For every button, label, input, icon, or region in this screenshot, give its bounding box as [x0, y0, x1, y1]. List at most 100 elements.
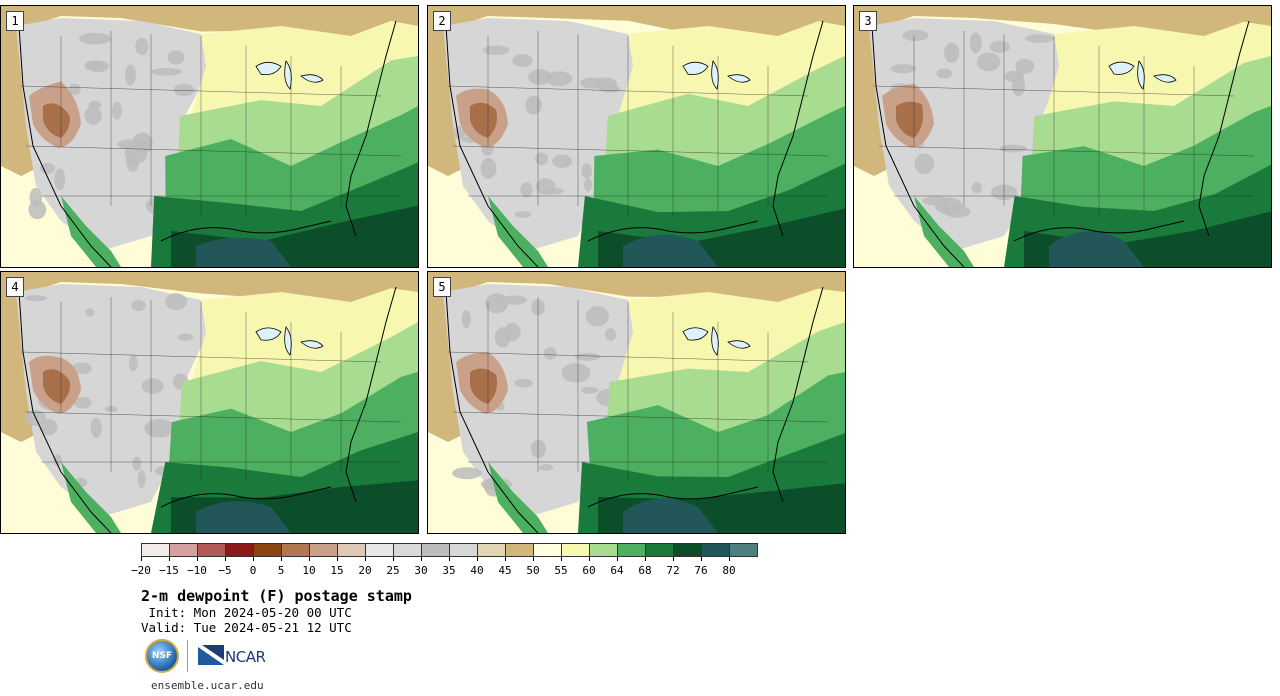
dry-patch — [914, 153, 935, 174]
colorbar-tick-mark — [701, 557, 702, 561]
canada-region — [428, 6, 845, 46]
east-coastline — [772, 20, 824, 237]
east-coastline — [772, 286, 824, 503]
dry-patch — [584, 178, 593, 192]
colorbar-swatch — [225, 543, 254, 557]
dry-patch — [512, 54, 533, 67]
dry-patch — [525, 95, 542, 115]
colorbar-swatch — [645, 543, 674, 557]
dry-patch — [890, 64, 917, 74]
dry-patch — [453, 126, 466, 140]
ncar-logo-mark — [198, 645, 224, 665]
dry-patch — [581, 386, 599, 394]
colorbar-tick-mark — [197, 557, 198, 561]
dry-patch — [150, 67, 183, 76]
dry-patch — [112, 101, 122, 120]
dry-patch — [976, 52, 1001, 72]
dry-patch — [494, 327, 511, 348]
colorbar-tick-mark — [169, 557, 170, 561]
great-basin-dry-core — [896, 101, 923, 138]
colorbar-tick-label: 76 — [694, 564, 708, 577]
colorbar-swatch — [281, 543, 310, 557]
gulf-coastline — [1013, 220, 1185, 242]
dewpoint-map — [428, 6, 845, 267]
dry-patch — [944, 205, 971, 218]
dry-patch — [520, 182, 533, 198]
colorbar-tick-label: 10 — [302, 564, 316, 577]
colorbar-swatch — [617, 543, 646, 557]
dry-patch — [84, 106, 102, 126]
colorbar-tick-mark — [505, 557, 506, 561]
dry-patch — [135, 37, 149, 56]
panel-member-label: 5 — [433, 277, 451, 297]
init-time: Init: Mon 2024-05-20 00 UTC — [141, 605, 352, 620]
dry-patch — [543, 347, 557, 360]
gulf-coastline — [587, 220, 759, 242]
gulf-coastline — [160, 220, 332, 242]
dry-patch — [90, 417, 102, 439]
dry-patch — [500, 295, 528, 305]
mexico-coast-humid — [61, 196, 121, 267]
colorbar-tick-label: −20 — [131, 564, 151, 577]
dry-patch — [178, 333, 194, 341]
great-basin-dry-core — [43, 369, 70, 404]
dry-patch — [902, 29, 929, 42]
dry-patch — [989, 40, 1010, 53]
dry-patch — [39, 418, 58, 436]
colorbar-tick-mark — [253, 557, 254, 561]
dewpoint-map — [1, 272, 418, 533]
ensemble-member-panel-2: 2 — [427, 5, 846, 268]
ensemble-member-panel-4: 4 — [0, 271, 419, 534]
state-boundary — [25, 411, 402, 423]
colorbar-tick-mark — [225, 557, 226, 561]
dry-patch — [1012, 76, 1026, 97]
logo-divider — [187, 640, 188, 672]
site-url: ensemble.ucar.edu — [151, 679, 264, 692]
dry-patch — [530, 439, 547, 459]
colorbar-tick-label: 35 — [442, 564, 456, 577]
dry-patch — [124, 144, 148, 164]
colorbar-tick-label: 68 — [638, 564, 652, 577]
west-coastline — [445, 25, 539, 267]
dry-patch — [125, 64, 136, 86]
colorbar-tick-label: 64 — [610, 564, 624, 577]
colorbar-swatch — [253, 543, 282, 557]
ensemble-member-panel-5: 5 — [427, 271, 846, 534]
dry-patch — [53, 454, 62, 467]
west-coastline — [18, 25, 112, 267]
dry-patch — [480, 157, 497, 179]
dry-patch — [1024, 34, 1055, 43]
dry-patch — [54, 168, 66, 191]
dry-patch — [88, 100, 102, 110]
dry-patch — [944, 42, 960, 63]
panel-member-label: 2 — [433, 11, 451, 31]
dry-patch — [535, 152, 549, 166]
mexico-coast-humid — [61, 462, 121, 533]
colorbar-swatch — [365, 543, 394, 557]
great-basin-dry-core — [43, 103, 70, 138]
state-boundary — [452, 145, 829, 157]
dry-patch — [87, 60, 109, 73]
dry-patch — [999, 144, 1027, 153]
colorbar-tick-mark — [589, 557, 590, 561]
nsf-logo: NSF — [145, 639, 179, 673]
mexico-coast-humid — [914, 196, 974, 267]
gulf-of-mexico — [196, 501, 291, 533]
state-boundary — [447, 351, 809, 363]
dry-patch — [538, 464, 554, 471]
dry-patch — [483, 45, 510, 55]
dry-patch — [24, 295, 48, 302]
canada-region — [1, 6, 418, 46]
dry-patch — [144, 419, 175, 438]
colorbar-swatch — [729, 543, 758, 557]
dry-patch — [1015, 58, 1035, 74]
colorbar-tick-label: 0 — [249, 564, 257, 577]
state-boundary — [25, 145, 402, 157]
colorbar-swatch — [505, 543, 534, 557]
colorbar-tick-mark — [309, 557, 310, 561]
great-lakes — [255, 326, 324, 356]
colorbar-swatch — [673, 543, 702, 557]
dry-patch — [552, 154, 573, 168]
colorbar-tick-mark — [645, 557, 646, 561]
mexico-coast-humid — [488, 196, 548, 267]
